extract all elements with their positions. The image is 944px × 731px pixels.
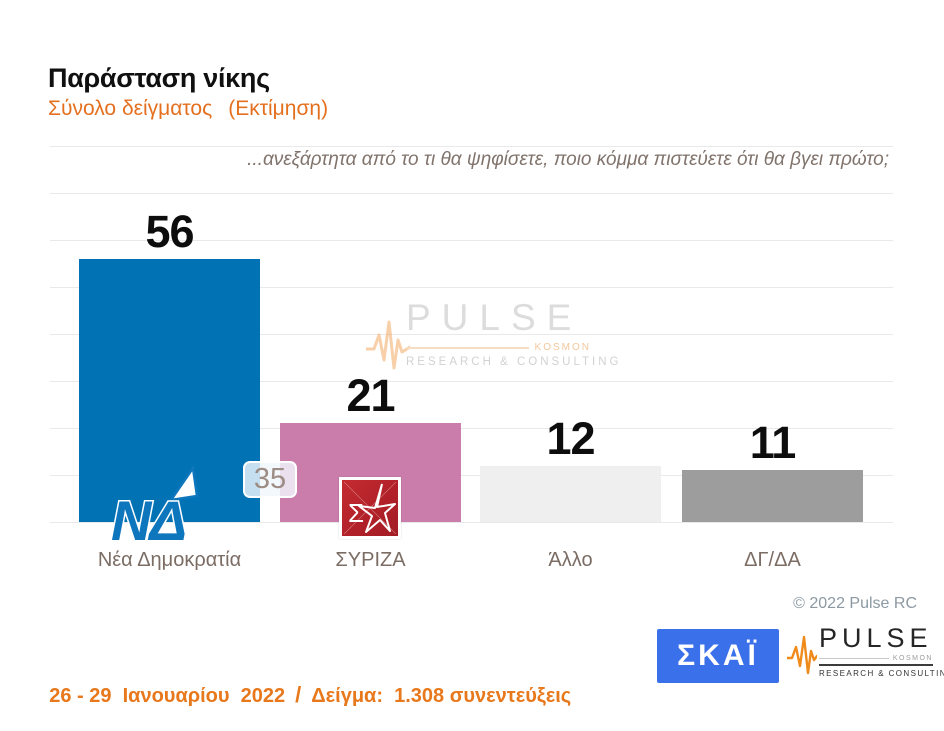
syriza-logo: Σ — [339, 477, 401, 539]
watermark-brand: PULSE — [406, 297, 583, 338]
gridline — [50, 240, 893, 241]
bar-group-dg-da: 11 ΔΓ/ΔΑ — [682, 146, 863, 571]
bar-nea-dimokratia — [79, 258, 260, 522]
bar-allo — [480, 465, 661, 522]
pulse-logo-kosmon-row: KOSMON — [819, 655, 933, 662]
pulse-logo-tagline: RESEARCH & CONSULTING — [819, 668, 944, 678]
gridline — [50, 193, 893, 194]
pulse-waveform-icon — [366, 320, 410, 370]
bar-label-syriza: ΣΥΡΙΖΑ — [335, 549, 406, 571]
subtitle-sample: Σύνολο δείγματος — [48, 97, 213, 120]
bar-value-allo: 12 — [546, 412, 595, 464]
skai-logo-text: ΣΚΑΪ — [677, 639, 759, 672]
gridline — [50, 146, 893, 147]
fieldwork-dates: 26 - 29 Ιανουαρίου 2022 — [49, 685, 286, 707]
pulse-logo-kosmon: KOSMON — [892, 654, 933, 662]
gridline — [50, 428, 893, 429]
bar-value-syriza: 21 — [346, 370, 395, 422]
syriza-sigma: Σ — [348, 498, 364, 528]
pulse-logo-brand: PULSE — [819, 623, 933, 653]
fieldwork-note: 26 - 29 Ιανουαρίου 2022/Δείγμα: 1.308 συ… — [27, 659, 571, 731]
pulse-logo-divider — [819, 663, 933, 666]
watermark-rule — [406, 346, 529, 349]
watermark-kosmon-row: KOSMON — [406, 342, 591, 353]
watermark-kosmon: KOSMON — [534, 342, 591, 354]
bar-value-dg-da: 11 — [749, 417, 797, 469]
nd-sail-icon — [168, 464, 199, 502]
pulse-logo-waveform-icon — [787, 635, 817, 675]
sample-size: Δείγμα: 1.308 συνεντεύξεις — [311, 685, 572, 707]
pulse-logo-rule — [819, 657, 889, 659]
subtitle-note: (Εκτίμηση) — [228, 97, 329, 120]
pulse-logo: PULSE KOSMON RESEARCH & CONSULTING — [787, 623, 944, 682]
bar-label-nea-dimokratia: Νέα Δημοκρατία — [97, 549, 242, 571]
page-subtitle: Σύνολο δείγματος (Εκτίμηση) — [48, 97, 328, 121]
nea-dimokratia-logo: ΝΔ — [110, 464, 199, 548]
pulse-logo-text-block: PULSE KOSMON RESEARCH & CONSULTING — [819, 623, 944, 678]
bar-label-allo: Άλλο — [548, 549, 593, 571]
survey-question: ...ανεξάρτητα από το τι θα ψηφίσετε, ποι… — [243, 146, 893, 173]
page-title: Παράσταση νίκης — [48, 63, 270, 93]
syriza-star-icon: Σ — [343, 481, 397, 535]
bar-dg-da — [682, 470, 863, 522]
nd-letters: ΝΔ — [111, 489, 185, 548]
gridline — [50, 287, 893, 288]
gridline — [50, 381, 893, 382]
copyright-note: © 2022 Pulse RC — [793, 595, 917, 612]
watermark-tagline: RESEARCH & CONSULTING — [406, 356, 622, 369]
gridline — [50, 475, 893, 476]
gridline — [50, 522, 893, 523]
poll-slide: Παράσταση νίκης Σύνολο δείγματος (Εκτίμησ… — [48, 63, 944, 707]
lead-gap-badge: 35 — [243, 461, 297, 498]
bar-group-allo: 12 Άλλο — [480, 146, 661, 571]
bar-group-nea-dimokratia: 56 Νέα Δημοκρατία — [79, 146, 260, 571]
bar-value-nea-dimokratia: 56 — [145, 205, 194, 257]
skai-logo: ΣΚΑΪ — [657, 629, 779, 683]
watermark-text-block: PULSE KOSMON RESEARCH & CONSULTING — [406, 296, 622, 369]
bar-label-dg-da: ΔΓ/ΔΑ — [744, 549, 801, 571]
gridline — [50, 334, 893, 335]
